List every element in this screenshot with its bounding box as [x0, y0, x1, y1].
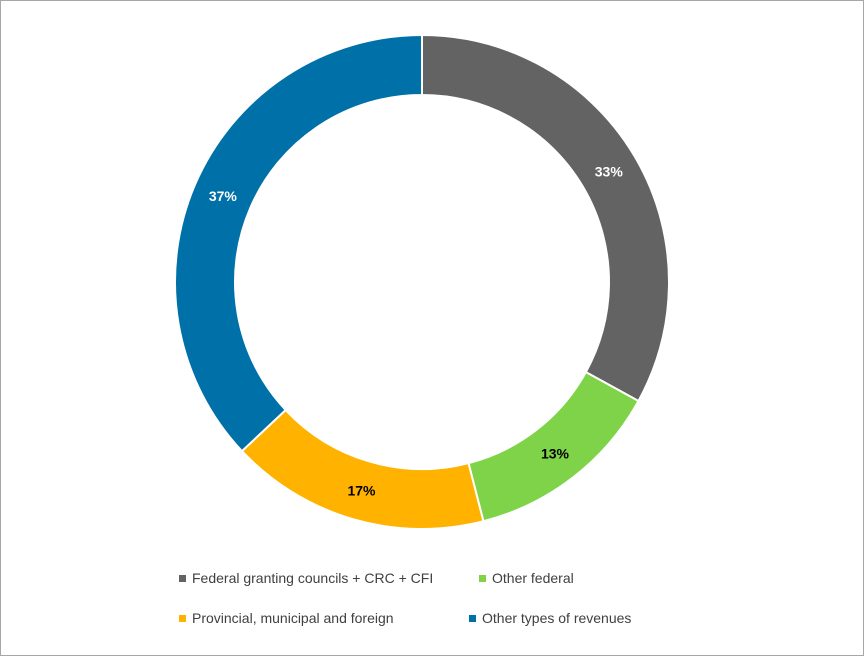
- slice-other-types-of-revenues: [174, 33, 423, 453]
- legend-label-other-federal: Other federal: [492, 570, 574, 586]
- legend-swatch-provincial: [179, 614, 186, 622]
- legend-item-other-revenues: Other types of revenues: [469, 610, 631, 626]
- legend-label-provincial: Provincial, municipal and foreign: [192, 610, 394, 626]
- data-label-provincial-municipal-and-foreign: 17%: [347, 482, 376, 498]
- legend-item-federal-granting: Federal granting councils + CRC + CFI: [179, 570, 433, 586]
- legend-swatch-other-revenues: [469, 614, 476, 622]
- slice-federal-granting-councils-crc-cfi: [421, 33, 670, 403]
- data-label-other-federal: 13%: [541, 445, 570, 461]
- legend-swatch-other-federal: [479, 574, 486, 582]
- legend-label-federal-granting: Federal granting councils + CRC + CFI: [192, 570, 434, 586]
- legend-label-other-revenues: Other types of revenues: [482, 610, 632, 626]
- legend-item-provincial: Provincial, municipal and foreign: [179, 610, 394, 626]
- slice-provincial-municipal-and-foreign: [240, 408, 485, 530]
- data-label-federal-granting-councils-crc-cfi: 33%: [595, 164, 624, 180]
- legend-swatch-federal-granting: [179, 574, 186, 582]
- data-label-other-types-of-revenues: 37%: [209, 188, 238, 204]
- doughnut-chart: 33% 13% 17% 37%: [174, 33, 670, 530]
- legend-item-other-federal: Other federal: [479, 570, 574, 586]
